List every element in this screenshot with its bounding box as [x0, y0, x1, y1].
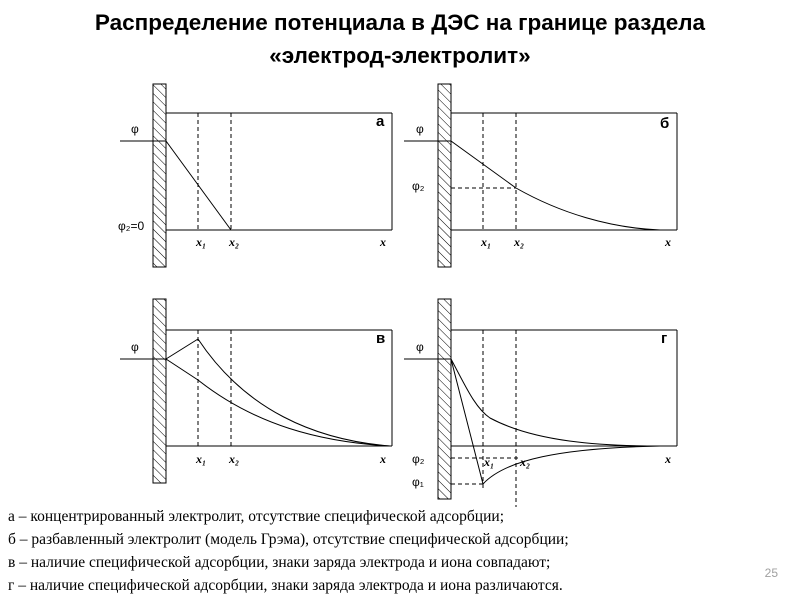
title-line-1: Распределение потенциала в ДЭС на границ…	[94, 10, 706, 35]
panel-g	[404, 298, 678, 507]
x1-label-g: x₁	[483, 455, 494, 469]
phi-label-g: φ	[416, 340, 424, 354]
x2-label-b: x₂	[513, 235, 524, 249]
title-line-2: «электрод-электролит»	[269, 43, 531, 68]
phi2-label-g: φ₂	[412, 452, 425, 466]
panel-letter-a: а	[376, 113, 385, 130]
x2-label-a: x₂	[228, 235, 239, 249]
phi1-label-g: φ₁	[412, 475, 424, 489]
x-label-v: x	[379, 452, 386, 466]
phi2-label-a: φ₂=0	[118, 219, 144, 233]
potential-curve-lower-g	[450, 358, 661, 486]
x1-label-v: x₁	[195, 452, 206, 466]
x2-label-g: x₂	[519, 455, 530, 469]
phi2-label-b: φ₂	[412, 179, 425, 193]
panel-v	[120, 298, 393, 484]
potential-curve-lower-v	[165, 358, 391, 447]
electrode-b	[437, 83, 452, 268]
panel-a	[120, 83, 393, 268]
potential-curve-b	[450, 140, 661, 231]
x-label-b: x	[664, 235, 671, 249]
page-number: 25	[764, 566, 778, 580]
potential-curve-upper-g	[450, 358, 661, 447]
panel-letter-v: в	[376, 330, 385, 347]
electrode-a	[152, 83, 167, 268]
x-label-g: x	[664, 452, 671, 466]
phi-label-a: φ	[131, 122, 139, 136]
electrode-v	[152, 298, 167, 484]
caption-v: в – наличие специфической адсорбции, зна…	[8, 554, 551, 571]
electrode-g	[437, 298, 452, 500]
caption-g: г – наличие специфической адсорбции, зна…	[8, 577, 563, 594]
x-label-a: x	[379, 235, 386, 249]
panel-letter-g: г	[661, 330, 667, 347]
x2-label-v: x₂	[228, 452, 239, 466]
slide-title: Распределение потенциала в ДЭС на границ…	[0, 6, 800, 72]
potential-curve-upper-v	[165, 338, 391, 447]
x1-label-b: x₁	[480, 235, 491, 249]
caption-b: б – разбавленный электролит (модель Грэм…	[8, 531, 569, 548]
phi-label-v: φ	[131, 340, 139, 354]
potential-curve-a	[165, 140, 232, 231]
phi-label-b: φ	[416, 122, 424, 136]
x1-label-a: x₁	[195, 235, 206, 249]
caption-list: а – концентрированный электролит, отсутс…	[8, 505, 738, 597]
caption-a: а – концентрированный электролит, отсутс…	[8, 508, 504, 525]
panel-b	[404, 83, 678, 268]
panel-letter-b: б	[660, 115, 669, 132]
